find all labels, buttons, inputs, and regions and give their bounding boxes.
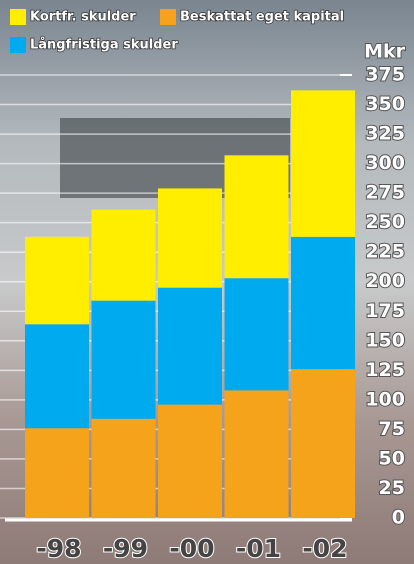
- bar-segment: [158, 287, 222, 405]
- y-tick-label: 25: [379, 477, 405, 499]
- legend-swatch: [160, 9, 176, 25]
- bar-segment: [25, 428, 89, 518]
- y-tick-label: 150: [365, 329, 405, 351]
- bar-segment: [291, 369, 355, 518]
- y-tick-label: 375: [365, 64, 405, 86]
- y-tick-label: 300: [365, 152, 405, 174]
- bar-segment: [224, 278, 289, 391]
- bar-segment: [91, 300, 156, 419]
- y-tick-label: 250: [365, 211, 405, 233]
- x-tick-label: -98: [36, 534, 81, 563]
- bar-segment: [158, 188, 222, 288]
- y-tick-label: 275: [365, 182, 405, 204]
- x-tick-label: -01: [236, 534, 281, 563]
- legend-swatch: [10, 9, 26, 25]
- x-tick-label: -02: [302, 534, 347, 563]
- y-tick-label: 350: [365, 93, 405, 115]
- bar-segment: [291, 90, 355, 237]
- bar-segment: [25, 324, 89, 429]
- bar-segment: [91, 418, 156, 518]
- y-tick-label: 225: [365, 241, 405, 263]
- legend-swatch: [10, 37, 26, 53]
- y-tick-label: 75: [379, 418, 405, 440]
- y-tick-label: 0: [392, 507, 405, 529]
- x-tick-label: -99: [103, 534, 148, 563]
- bar-segment: [158, 404, 222, 518]
- legend-label: Beskattat eget kapital: [180, 10, 344, 25]
- y-tick-label: 200: [365, 270, 405, 292]
- y-tick-label: 50: [379, 447, 405, 469]
- y-axis-label: Mkr: [364, 41, 406, 63]
- y-tick-label: 125: [365, 359, 405, 381]
- bar-segment: [91, 209, 156, 301]
- bar-segment: [291, 236, 355, 370]
- x-tick-label: -00: [169, 534, 214, 563]
- bar-segment: [25, 236, 89, 325]
- y-tick-label: 100: [365, 388, 405, 410]
- legend-label: Kortfr. skulder: [30, 10, 136, 25]
- y-tick-label: 175: [365, 300, 405, 322]
- legend-label: Långfristiga skulder: [30, 38, 178, 53]
- bar-segment: [224, 155, 289, 279]
- bar-segment: [224, 390, 289, 518]
- y-tick-label: 325: [365, 123, 405, 145]
